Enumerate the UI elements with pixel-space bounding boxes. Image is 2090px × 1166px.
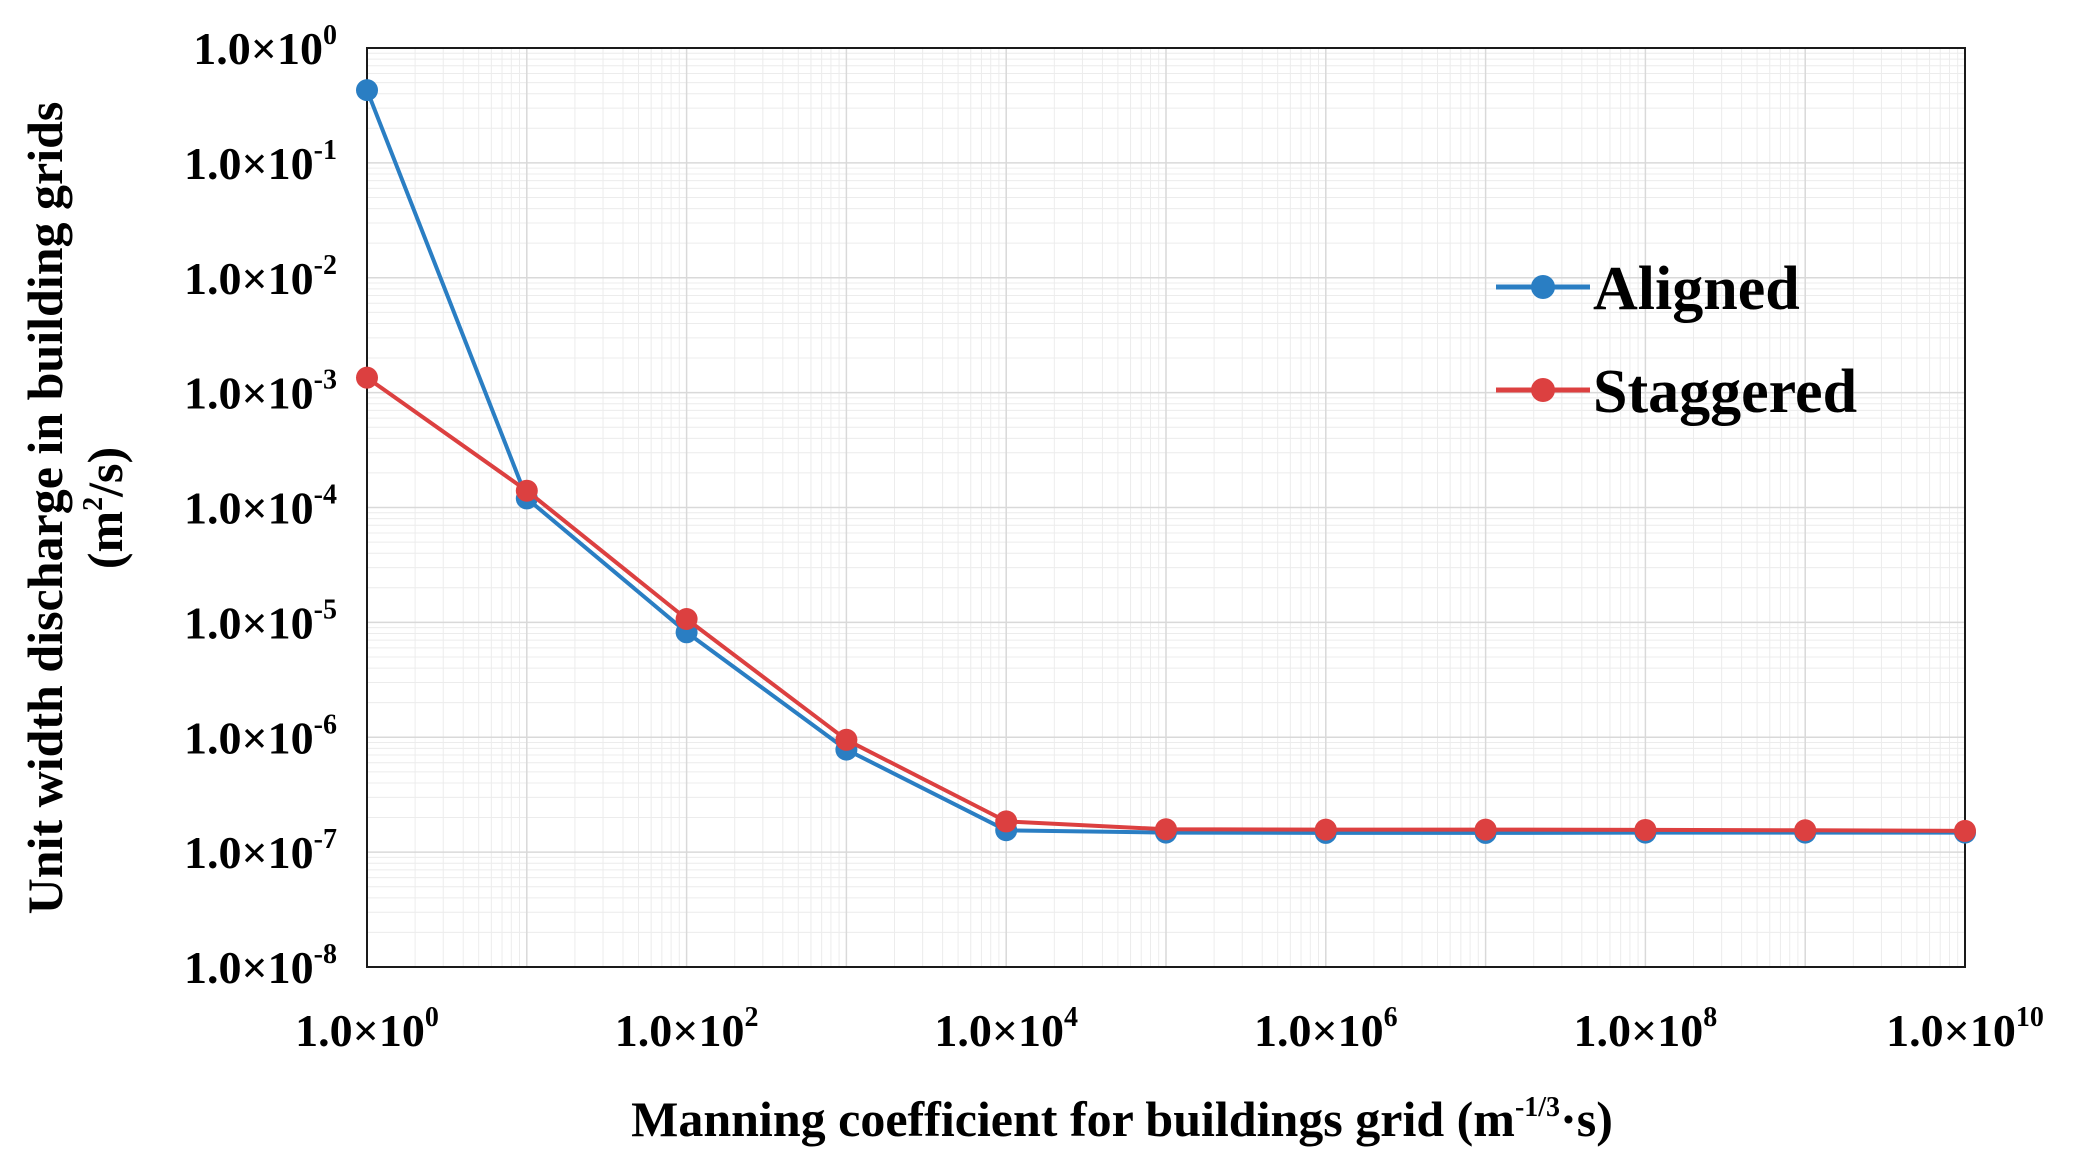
data-point-aligned: [356, 79, 378, 102]
y-tick-mantissa: 1.0×10: [184, 253, 314, 304]
x-tick-mantissa: 1.0×10: [1254, 1005, 1384, 1056]
y-tick-label: 1.0×100: [193, 20, 337, 74]
x-tick-label: 1.0×102: [615, 1002, 759, 1056]
x-tick-label: 1.0×106: [1254, 1002, 1398, 1056]
x-axis-title-sup: -1/3: [1515, 1092, 1560, 1123]
y-tick-exponent: -2: [314, 250, 337, 281]
y-axis-title-unit-sup: 2: [78, 497, 109, 511]
x-tick-mantissa: 1.0×10: [295, 1005, 425, 1056]
x-axis-title: Manning coefficient for buildings grid (…: [631, 1091, 1613, 1147]
data-point-staggered: [1634, 818, 1657, 841]
y-tick-mantissa: 1.0×10: [193, 23, 323, 74]
x-tick-label: 1.0×100: [295, 1002, 439, 1056]
data-point-staggered: [356, 366, 378, 389]
y-tick-exponent: -1: [314, 135, 337, 166]
data-point-staggered: [995, 810, 1018, 833]
y-tick-labels: 1.0×1001.0×10-11.0×10-21.0×10-31.0×10-41…: [184, 20, 337, 993]
y-tick-exponent: -4: [314, 480, 337, 511]
y-tick-label: 1.0×10-7: [184, 824, 337, 878]
y-axis-title: Unit width discharge in building grids (…: [17, 102, 133, 915]
data-point-staggered: [1474, 818, 1497, 841]
x-tick-mantissa: 1.0×10: [1574, 1005, 1704, 1056]
x-tick-mantissa: 1.0×10: [934, 1005, 1064, 1056]
y-tick-label: 1.0×10-6: [184, 709, 337, 763]
y-tick-mantissa: 1.0×10: [184, 483, 314, 534]
x-tick-exponent: 10: [2016, 1002, 2044, 1033]
x-tick-exponent: 8: [1703, 1002, 1717, 1033]
x-tick-label: 1.0×104: [934, 1002, 1078, 1056]
x-tick-mantissa: 1.0×10: [615, 1005, 745, 1056]
y-tick-exponent: -6: [314, 709, 337, 740]
y-tick-exponent: -7: [314, 824, 337, 855]
x-tick-mantissa: 1.0×10: [1886, 1005, 2016, 1056]
y-tick-label: 1.0×10-8: [184, 939, 337, 993]
y-tick-mantissa: 1.0×10: [184, 368, 314, 419]
series-layer: [356, 79, 1976, 844]
y-tick-mantissa: 1.0×10: [184, 827, 314, 878]
x-tick-exponent: 6: [1384, 1002, 1398, 1033]
data-point-staggered: [675, 607, 698, 630]
y-axis-title-line1: Unit width discharge in building grids: [17, 102, 73, 915]
legend-label: Aligned: [1593, 255, 1800, 323]
y-tick-exponent: -5: [314, 594, 337, 625]
y-tick-label: 1.0×10-4: [184, 480, 337, 534]
x-tick-label: 1.0×1010: [1886, 1002, 2044, 1056]
y-tick-exponent: -8: [314, 939, 337, 970]
x-tick-labels: 1.0×100 1.0×102 1.0×104 1.0×106 1.0×108 1.0×1…: [295, 1002, 2044, 1056]
y-tick-mantissa: 1.0×10: [184, 138, 314, 189]
data-point-staggered: [1794, 819, 1817, 842]
y-tick-label: 1.0×10-2: [184, 250, 337, 304]
y-axis-title-unit-post: /s): [77, 447, 133, 498]
x-axis-title-main: Manning coefficient for buildings grid (…: [631, 1091, 1515, 1147]
legend-swatch-marker: [1531, 378, 1555, 402]
plot-frame: [366, 47, 1966, 968]
x-tick-exponent: 0: [425, 1002, 439, 1033]
x-tick-label: 1.0×108: [1574, 1002, 1718, 1056]
y-tick-mantissa: 1.0×10: [184, 712, 314, 763]
x-tick-exponent: 2: [744, 1002, 758, 1033]
data-point-staggered: [1314, 818, 1337, 841]
y-tick-mantissa: 1.0×10: [184, 597, 314, 648]
y-axis-title-unit-pre: (m: [77, 511, 133, 569]
y-tick-label: 1.0×10-1: [184, 135, 337, 189]
data-point-staggered: [835, 728, 858, 751]
y-tick-mantissa: 1.0×10: [184, 942, 314, 993]
legend: Aligned Staggered: [1496, 255, 1857, 426]
x-axis-title-tail: ·s): [1560, 1091, 1613, 1147]
y-axis-title-line2: (m2/s): [77, 447, 133, 569]
x-tick-exponent: 4: [1064, 1002, 1078, 1033]
legend-swatch-marker: [1531, 275, 1555, 299]
data-point-staggered: [515, 479, 538, 502]
legend-label: Staggered: [1593, 358, 1857, 426]
y-tick-exponent: 0: [323, 20, 337, 51]
y-tick-label: 1.0×10-3: [184, 365, 337, 419]
y-tick-exponent: -3: [314, 365, 337, 396]
data-point-staggered: [1155, 818, 1177, 841]
data-point-staggered: [1954, 819, 1976, 842]
y-tick-label: 1.0×10-5: [184, 594, 337, 648]
